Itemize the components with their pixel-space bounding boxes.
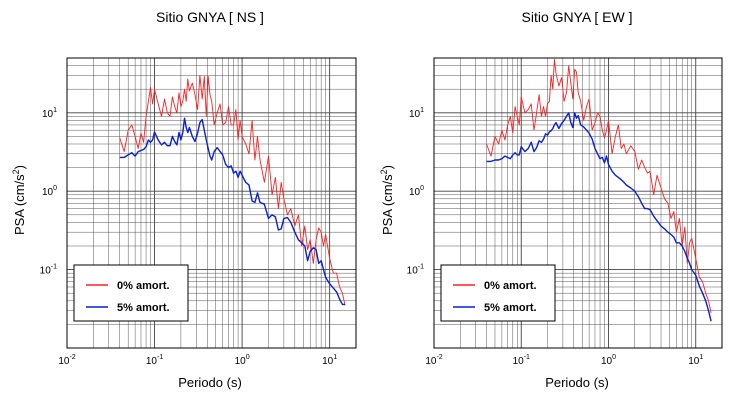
- series-line-5pct: [119, 117, 346, 306]
- x-tick-label: 10-2: [58, 354, 75, 367]
- x-tick-label: 101: [322, 354, 337, 367]
- chart-panel-ew: Sitio GNYA [ EW ] 10-2 10-1 100 101 10-1 100 1…: [379, 9, 723, 390]
- x-tick-label: 101: [688, 354, 703, 367]
- x-tick-label: 10-2: [425, 354, 442, 367]
- plot-frame: [433, 57, 723, 349]
- chart-title: Sitio GNYA [ EW ]: [522, 9, 633, 25]
- y-tick-label: 101: [409, 107, 424, 120]
- legend-box: [440, 264, 556, 322]
- x-tick-label: 100: [235, 354, 250, 367]
- series-line-5pct: [486, 112, 712, 322]
- y-tick-label: 10-1: [407, 264, 424, 277]
- x-tick-label: 100: [601, 354, 616, 367]
- legend-label: 0% amort.: [117, 280, 170, 292]
- chart-panel-ns: Sitio GNYA [ NS ] 10-2 10-1 100 101 10-1 100 1…: [11, 9, 357, 390]
- series-line-0pct: [119, 74, 346, 306]
- x-tick-label: 10-1: [513, 354, 530, 367]
- y-tick-label: 101: [42, 107, 57, 120]
- x-axis-label: Periodo (s): [178, 375, 242, 390]
- x-axis-label: Periodo (s): [545, 375, 609, 390]
- series-line-0pct: [486, 58, 712, 313]
- chart-title: Sitio GNYA [ NS ]: [156, 9, 264, 25]
- legend-box: [73, 264, 189, 322]
- legend: 0% amort. 5% amort.: [440, 264, 556, 322]
- legend-label: 5% amort.: [484, 302, 537, 314]
- y-axis-label: PSA (cm/s2): [11, 165, 27, 235]
- y-axis-label: PSA (cm/s2): [379, 165, 395, 235]
- y-tick-label: 100: [409, 185, 424, 198]
- legend: 0% amort. 5% amort.: [73, 264, 189, 322]
- plot-frame: [66, 57, 357, 349]
- legend-label: 0% amort.: [484, 280, 537, 292]
- x-tick-label: 10-1: [146, 354, 163, 367]
- y-tick-label: 10-1: [40, 264, 57, 277]
- y-tick-label: 100: [42, 185, 57, 198]
- legend-label: 5% amort.: [117, 302, 170, 314]
